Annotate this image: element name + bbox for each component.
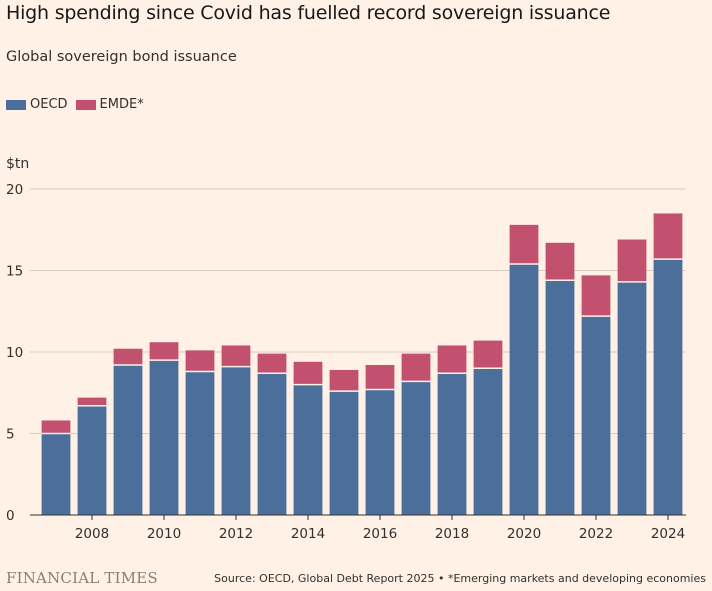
- bar-emde-2012: [221, 345, 251, 367]
- legend-swatch-oecd: [6, 99, 26, 110]
- bar-emde-2020: [509, 224, 539, 264]
- legend-label-oecd: OECD: [30, 97, 68, 112]
- bar-oecd-2018: [437, 373, 467, 515]
- bar-oecd-2008: [77, 405, 107, 515]
- bar-oecd-2015: [329, 391, 359, 515]
- bar-oecd-2011: [185, 371, 215, 515]
- y-tick-label: 20: [6, 182, 23, 198]
- bar-oecd-2010: [149, 360, 179, 515]
- bar-oecd-2009: [113, 365, 143, 515]
- bar-oecd-2012: [221, 366, 251, 515]
- bar-emde-2021: [545, 242, 575, 281]
- bar-emde-2013: [257, 353, 287, 374]
- bar-emde-2015: [329, 369, 359, 392]
- chart-title: High spending since Covid has fuelled re…: [6, 2, 611, 24]
- x-tick-label: 2012: [219, 526, 253, 542]
- bar-emde-2024: [653, 213, 683, 260]
- legend-item-oecd: OECD: [6, 97, 68, 112]
- bar-emde-2009: [113, 348, 143, 366]
- legend-item-emde: EMDE*: [75, 97, 144, 112]
- bar-oecd-2007: [41, 433, 71, 515]
- y-tick-label: 15: [6, 264, 23, 280]
- bar-oecd-2020: [509, 263, 539, 515]
- y-tick-label: 5: [6, 427, 15, 443]
- x-tick-label: 2018: [435, 526, 469, 542]
- bar-emde-2007: [41, 420, 71, 434]
- bar-oecd-2023: [617, 281, 647, 515]
- ft-brand-logo: FINANCIAL TIMES: [6, 569, 158, 587]
- bar-oecd-2022: [581, 316, 611, 515]
- x-tick-label: 2008: [75, 526, 109, 542]
- x-tick-label: 2016: [363, 526, 397, 542]
- x-tick-label: 2022: [579, 526, 613, 542]
- x-tick-label: 2024: [651, 526, 685, 542]
- bar-emde-2016: [365, 365, 395, 390]
- bar-oecd-2014: [293, 384, 323, 515]
- x-tick-label: 2010: [147, 526, 181, 542]
- bar-emde-2018: [437, 345, 467, 374]
- bar-emde-2008: [77, 397, 107, 406]
- bar-oecd-2017: [401, 381, 431, 515]
- bar-emde-2019: [473, 340, 503, 369]
- bar-emde-2022: [581, 275, 611, 317]
- y-axis-unit-label: $tn: [6, 156, 30, 172]
- bar-emde-2014: [293, 361, 323, 385]
- bar-emde-2010: [149, 342, 179, 361]
- bar-oecd-2013: [257, 373, 287, 515]
- bar-oecd-2016: [365, 389, 395, 515]
- source-note: Source: OECD, Global Debt Report 2025 • …: [214, 572, 706, 585]
- y-tick-label: 10: [6, 345, 23, 361]
- bar-emde-2017: [401, 353, 431, 382]
- y-tick-label: 0: [6, 508, 15, 524]
- bar-emde-2011: [185, 350, 215, 372]
- chart-subtitle: Global sovereign bond issuance: [6, 49, 237, 65]
- legend: OECD EMDE*: [6, 97, 152, 112]
- bar-oecd-2019: [473, 368, 503, 515]
- bar-oecd-2024: [653, 259, 683, 515]
- x-tick-label: 2014: [291, 526, 325, 542]
- legend-label-emde: EMDE*: [99, 97, 144, 112]
- legend-swatch-emde: [75, 99, 96, 110]
- bar-oecd-2021: [545, 280, 575, 515]
- bar-emde-2023: [617, 239, 647, 282]
- x-tick-label: 2020: [507, 526, 541, 542]
